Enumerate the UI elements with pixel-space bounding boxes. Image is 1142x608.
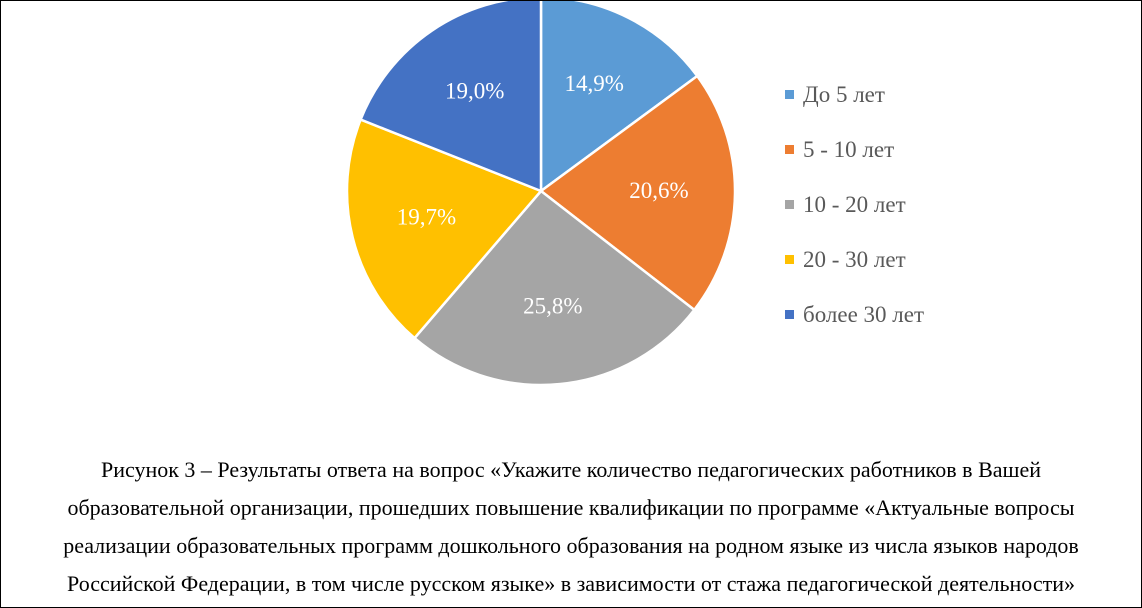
- slice-data-label: 25,8%: [523, 294, 582, 319]
- pie-slices: [345, 1, 737, 387]
- legend-swatch: [785, 145, 794, 154]
- pie-chart: 14,9% 20,6% 25,8% 19,7% 19,0%: [345, 1, 737, 387]
- legend-label: 5 - 10 лет: [803, 136, 895, 162]
- pie-slice: [538, 74, 737, 312]
- legend-item: 5 - 10 лет: [785, 122, 1035, 177]
- legend-item: 20 - 30 лет: [785, 232, 1035, 287]
- pie-slice: [539, 1, 699, 194]
- caption-line: реализации образовательных программ дошк…: [63, 533, 1079, 558]
- chart-legend: До 5 лет 5 - 10 лет 10 - 20 лет 20 - 30 лет…: [785, 67, 1035, 342]
- legend-swatch: [785, 255, 794, 264]
- legend-item: 10 - 20 лет: [785, 177, 1035, 232]
- legend-label: 20 - 30 лет: [803, 246, 906, 272]
- pie-data-labels: 14,9% 20,6% 25,8% 19,7% 19,0%: [397, 71, 689, 319]
- legend-label: более 30 лет: [803, 301, 925, 327]
- pie-slice: [345, 117, 544, 340]
- caption-line: Рисунок 3 – Результаты ответа на вопрос …: [100, 457, 1041, 482]
- legend-item: До 5 лет: [785, 67, 1035, 122]
- figure-caption: Рисунок 3 – Результаты ответа на вопрос …: [1, 451, 1141, 603]
- pie-slice: [412, 189, 697, 387]
- legend-label: До 5 лет: [803, 81, 885, 107]
- legend-swatch: [785, 90, 794, 99]
- legend-label: 10 - 20 лет: [803, 191, 906, 217]
- slice-data-label: 19,0%: [445, 79, 504, 104]
- caption-line: образовательной организации, прошедших п…: [67, 495, 1075, 520]
- pie-slice: [358, 1, 543, 193]
- slice-data-label: 19,7%: [397, 205, 456, 230]
- legend-item: более 30 лет: [785, 287, 1035, 342]
- slice-data-label: 20,6%: [629, 178, 688, 203]
- caption-line: Российской Федерации, в том числе русско…: [67, 571, 1075, 596]
- legend-swatch: [785, 310, 794, 319]
- slice-data-label: 14,9%: [565, 71, 624, 96]
- legend-swatch: [785, 200, 794, 209]
